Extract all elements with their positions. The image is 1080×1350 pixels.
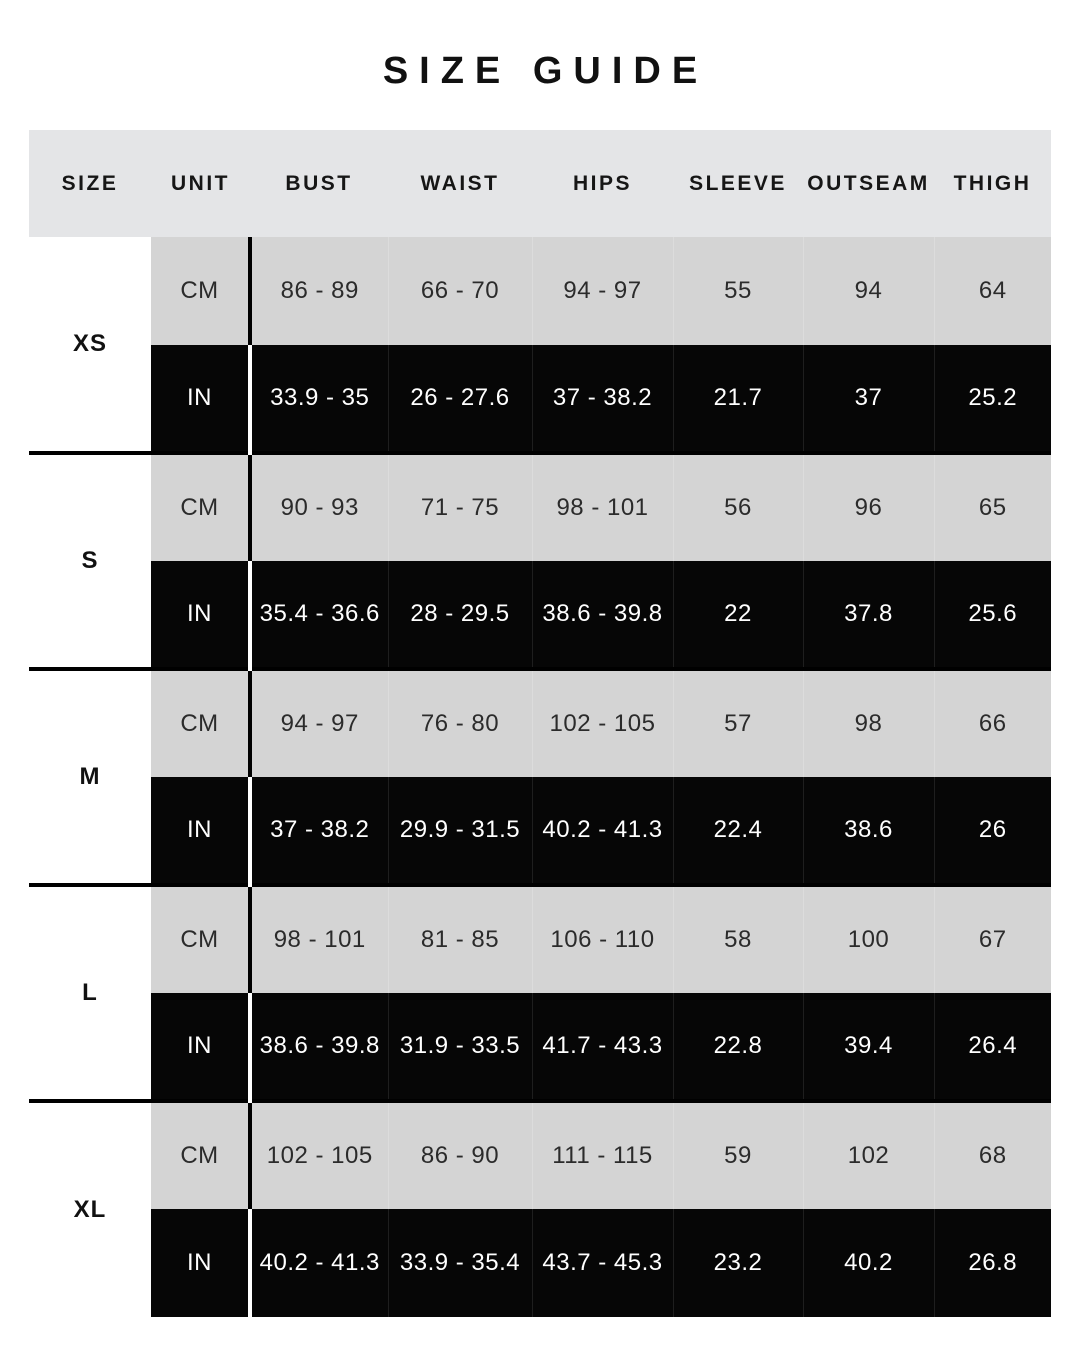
cell-xs-in-bust: 33.9 - 35	[250, 345, 388, 453]
unit-label: IN	[151, 777, 252, 885]
unit-label: IN	[151, 345, 252, 453]
cell-xl-in-outseam: 40.2	[802, 1209, 934, 1317]
cell-l-in-sleeve: 22.8	[672, 993, 803, 1101]
cell-xl-in-sleeve: 23.2	[672, 1209, 803, 1317]
cell-s-cm-outseam: 96	[802, 451, 934, 561]
column-header-size: SIZE	[29, 130, 151, 237]
cell-m-in-thigh: 26	[933, 777, 1051, 885]
cell-xs-in-hips: 37 - 38.2	[531, 345, 673, 453]
cell-l-cm-sleeve: 58	[672, 883, 803, 993]
unit-label: IN	[151, 993, 252, 1101]
cell-xs-cm-waist: 66 - 70	[387, 237, 532, 345]
cell-xs-in-outseam: 37	[802, 345, 934, 453]
size-label-s: S	[29, 451, 151, 669]
cell-xl-cm-bust: 102 - 105	[250, 1099, 388, 1209]
cell-m-in-hips: 40.2 - 41.3	[531, 777, 673, 885]
cell-s-cm-hips: 98 - 101	[531, 451, 673, 561]
size-label-l: L	[29, 883, 151, 1101]
cell-l-in-hips: 41.7 - 43.3	[531, 993, 673, 1101]
cell-s-in-waist: 28 - 29.5	[387, 561, 532, 669]
cell-s-in-thigh: 25.6	[933, 561, 1051, 669]
table-row: IN 38.6 - 39.8 31.9 - 33.5 41.7 - 43.3 2…	[29, 993, 1051, 1101]
cell-s-in-sleeve: 22	[672, 561, 803, 669]
cell-xl-in-waist: 33.9 - 35.4	[387, 1209, 532, 1317]
table-row: M CM 94 - 97 76 - 80 102 - 105 57 98 66	[29, 667, 1051, 885]
unit-label: IN	[151, 1209, 252, 1317]
cell-xl-cm-thigh: 68	[933, 1099, 1051, 1209]
column-header-waist: WAIST	[388, 130, 532, 237]
size-label-xs: XS	[29, 237, 151, 453]
table-row: IN 33.9 - 35 26 - 27.6 37 - 38.2 21.7 37…	[29, 345, 1051, 453]
column-header-sleeve: SLEEVE	[673, 130, 803, 237]
table-row: IN 37 - 38.2 29.9 - 31.5 40.2 - 41.3 22.…	[29, 777, 1051, 885]
cell-xs-cm-outseam: 94	[802, 237, 934, 345]
cell-xs-cm-sleeve: 55	[672, 237, 803, 345]
cell-m-in-waist: 29.9 - 31.5	[387, 777, 532, 885]
column-header-thigh: THIGH	[934, 130, 1051, 237]
size-guide-table: SIZE UNIT BUST WAIST HIPS SLEEVE OUTSEAM…	[29, 130, 1051, 1317]
unit-label: CM	[151, 451, 252, 561]
cell-xl-cm-hips: 111 - 115	[531, 1099, 673, 1209]
cell-m-cm-thigh: 66	[933, 667, 1051, 777]
cell-s-cm-thigh: 65	[933, 451, 1051, 561]
unit-label: CM	[151, 883, 252, 993]
table-row: IN 35.4 - 36.6 28 - 29.5 38.6 - 39.8 22 …	[29, 561, 1051, 669]
cell-m-cm-waist: 76 - 80	[387, 667, 532, 777]
unit-label: CM	[151, 667, 252, 777]
table-row: IN 40.2 - 41.3 33.9 - 35.4 43.7 - 45.3 2…	[29, 1209, 1051, 1317]
cell-m-cm-outseam: 98	[802, 667, 934, 777]
cell-xl-in-thigh: 26.8	[933, 1209, 1051, 1317]
cell-l-in-outseam: 39.4	[802, 993, 934, 1101]
table-row: L CM 98 - 101 81 - 85 106 - 110 58 100 6…	[29, 883, 1051, 1101]
cell-xl-cm-sleeve: 59	[672, 1099, 803, 1209]
cell-m-cm-sleeve: 57	[672, 667, 803, 777]
cell-s-cm-bust: 90 - 93	[250, 451, 388, 561]
size-label-m: M	[29, 667, 151, 885]
cell-m-in-bust: 37 - 38.2	[250, 777, 388, 885]
unit-label: CM	[151, 237, 252, 345]
cell-l-cm-waist: 81 - 85	[387, 883, 532, 993]
page-title: SIZE GUIDE	[382, 50, 709, 92]
cell-s-in-hips: 38.6 - 39.8	[531, 561, 673, 669]
cell-xs-in-waist: 26 - 27.6	[387, 345, 532, 453]
column-header-outseam: OUTSEAM	[803, 130, 934, 237]
cell-m-cm-hips: 102 - 105	[531, 667, 673, 777]
table-row: XL CM 102 - 105 86 - 90 111 - 115 59 102…	[29, 1099, 1051, 1317]
cell-xl-cm-outseam: 102	[802, 1099, 934, 1209]
cell-xs-in-sleeve: 21.7	[672, 345, 803, 453]
cell-xs-cm-hips: 94 - 97	[531, 237, 673, 345]
cell-xs-cm-bust: 86 - 89	[250, 237, 388, 345]
table-header-row: SIZE UNIT BUST WAIST HIPS SLEEVE OUTSEAM…	[29, 130, 1051, 237]
cell-l-cm-thigh: 67	[933, 883, 1051, 993]
cell-xs-cm-thigh: 64	[933, 237, 1051, 345]
cell-m-cm-bust: 94 - 97	[250, 667, 388, 777]
cell-s-cm-sleeve: 56	[672, 451, 803, 561]
cell-xl-in-bust: 40.2 - 41.3	[250, 1209, 388, 1317]
cell-xl-in-hips: 43.7 - 45.3	[531, 1209, 673, 1317]
cell-s-in-outseam: 37.8	[802, 561, 934, 669]
unit-label: IN	[151, 561, 252, 669]
column-header-hips: HIPS	[532, 130, 673, 237]
cell-l-cm-hips: 106 - 110	[531, 883, 673, 993]
cell-s-cm-waist: 71 - 75	[387, 451, 532, 561]
cell-l-in-waist: 31.9 - 33.5	[387, 993, 532, 1101]
cell-l-in-thigh: 26.4	[933, 993, 1051, 1101]
cell-xs-in-thigh: 25.2	[933, 345, 1051, 453]
size-label-xl: XL	[29, 1099, 151, 1317]
cell-m-in-sleeve: 22.4	[672, 777, 803, 885]
cell-s-in-bust: 35.4 - 36.6	[250, 561, 388, 669]
cell-l-cm-outseam: 100	[802, 883, 934, 993]
cell-xl-cm-waist: 86 - 90	[387, 1099, 532, 1209]
table-row: XS CM 86 - 89 66 - 70 94 - 97 55 94 64	[29, 237, 1051, 453]
table-row: S CM 90 - 93 71 - 75 98 - 101 56 96 65	[29, 451, 1051, 669]
column-header-bust: BUST	[250, 130, 388, 237]
cell-m-in-outseam: 38.6	[802, 777, 934, 885]
column-header-unit: UNIT	[151, 130, 250, 237]
unit-label: CM	[151, 1099, 252, 1209]
cell-l-cm-bust: 98 - 101	[250, 883, 388, 993]
cell-l-in-bust: 38.6 - 39.8	[250, 993, 388, 1101]
